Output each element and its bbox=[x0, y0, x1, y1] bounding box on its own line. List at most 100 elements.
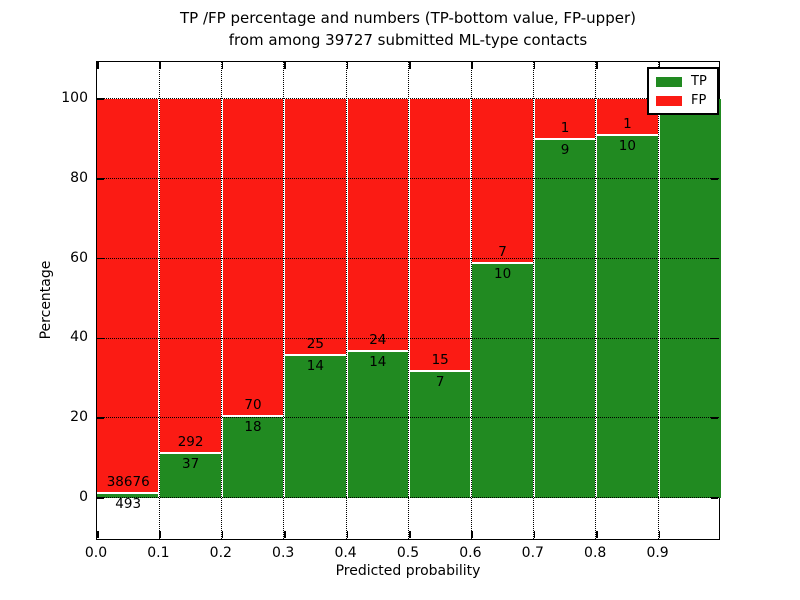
chart-title-line1: TP /FP percentage and numbers (TP-bottom… bbox=[180, 9, 636, 27]
y-tick-label-100: 100 bbox=[61, 90, 88, 106]
bar-tp-0.8-0.9 bbox=[596, 135, 659, 498]
x-tickmark-top bbox=[533, 62, 536, 69]
x-tickmark-top bbox=[409, 62, 411, 69]
tp-count-label-0.1-0.2: 37 bbox=[181, 456, 200, 473]
bar-fp-0.5-0.6 bbox=[409, 99, 472, 372]
x-tickmark-top bbox=[221, 62, 224, 69]
legend: TP FP bbox=[647, 67, 719, 115]
tp-count-label-0.4-0.5: 14 bbox=[369, 354, 387, 370]
tp-count-label-0.7-0.8: 9 bbox=[560, 141, 570, 158]
legend-label-fp: FP bbox=[691, 93, 707, 108]
x-axis-label: Predicted probability bbox=[335, 563, 481, 579]
x-tickmark bbox=[159, 530, 161, 538]
legend-label-tp: TP bbox=[691, 74, 707, 89]
x-tickmark bbox=[221, 530, 224, 538]
bar-edge-0.3-0.4 bbox=[284, 353, 347, 356]
x-tickmark bbox=[284, 530, 286, 538]
bar-edge-0.5-0.6 bbox=[409, 370, 472, 373]
bar-tp-0.2-0.3 bbox=[221, 416, 285, 498]
x-tickmark bbox=[471, 530, 473, 538]
bar-tp-0.9-1.0 bbox=[658, 99, 721, 498]
y-tickmark bbox=[97, 497, 104, 499]
y-tickmark bbox=[97, 417, 104, 419]
y-tickmark-right bbox=[710, 497, 718, 499]
x-tick-label-0.2: 0.2 bbox=[209, 545, 232, 561]
bar-tp-0.5-0.6 bbox=[409, 371, 472, 498]
x-tickmark bbox=[533, 530, 536, 538]
v-gridline bbox=[533, 62, 534, 539]
h-gridline-40 bbox=[97, 337, 719, 339]
fp-count-label-0.8-0.9: 1 bbox=[623, 116, 632, 133]
x-tickmark bbox=[346, 530, 349, 538]
legend-swatch-fp bbox=[656, 95, 682, 106]
fp-count-label-0.7-0.8: 1 bbox=[560, 119, 570, 136]
h-gridline-100 bbox=[97, 98, 719, 100]
fp-count-label-0.4-0.5: 24 bbox=[369, 332, 387, 348]
bar-tp-0.7-0.8 bbox=[533, 138, 597, 498]
tp-count-label-0.6-0.7: 10 bbox=[493, 266, 512, 283]
bar-tp-0.4-0.5 bbox=[346, 351, 409, 498]
tp-count-label-0.5-0.6: 7 bbox=[435, 374, 445, 391]
bar-fp-0.3-0.4 bbox=[284, 99, 347, 355]
x-tickmark bbox=[409, 530, 411, 538]
v-gridline bbox=[408, 62, 410, 539]
bar-tp-0.0-0.1 bbox=[97, 492, 160, 498]
y-tick-label-0: 0 bbox=[79, 489, 88, 505]
bar-edge-0.1-0.2 bbox=[159, 452, 222, 455]
v-gridline bbox=[470, 62, 472, 539]
x-tick-label-0.0: 0.0 bbox=[84, 545, 108, 561]
tp-count-label-0.3-0.4: 14 bbox=[306, 357, 324, 374]
y-tickmark-right bbox=[710, 337, 718, 340]
tp-count-label-0.0-0.1: 493 bbox=[115, 495, 142, 512]
bar-edge-0.4-0.5 bbox=[346, 350, 409, 352]
fp-count-label-0.3-0.4: 25 bbox=[306, 335, 324, 352]
v-gridline bbox=[657, 62, 659, 539]
x-tickmark-top bbox=[471, 62, 473, 69]
bar-fp-0.2-0.3 bbox=[221, 99, 285, 417]
bar-tp-0.6-0.7 bbox=[471, 263, 534, 498]
bar-fp-0.4-0.5 bbox=[346, 99, 409, 351]
y-tickmark bbox=[97, 98, 104, 100]
x-tick-label-0.7: 0.7 bbox=[521, 545, 544, 561]
x-tick-label-0.5: 0.5 bbox=[396, 545, 420, 561]
bar-edge-0.0-0.1 bbox=[97, 491, 160, 494]
y-tickmark bbox=[97, 178, 104, 180]
x-tickmark-top bbox=[97, 62, 99, 69]
legend-swatch-tp bbox=[656, 76, 682, 87]
plot-area: TP FP 38676 493 292 37 70 18 25 14 24 14 15 7 7 10 1 9 1 1… bbox=[96, 61, 721, 540]
h-gridline-60 bbox=[97, 257, 719, 259]
x-tickmark-top bbox=[658, 62, 661, 69]
legend-item-fp: FP bbox=[649, 91, 717, 110]
fp-count-label-0.6-0.7: 7 bbox=[498, 244, 507, 261]
bar-edge-0.6-0.7 bbox=[471, 262, 534, 265]
x-tick-label-0.3: 0.3 bbox=[272, 545, 295, 561]
bar-fp-0.6-0.7 bbox=[471, 99, 534, 264]
tp-count-label-0.2-0.3: 18 bbox=[244, 419, 262, 436]
y-tickmark bbox=[97, 337, 104, 340]
fp-count-label-0.1-0.2: 292 bbox=[177, 434, 204, 451]
legend-item-tp: TP bbox=[649, 72, 717, 91]
y-tickmark-right bbox=[710, 178, 718, 180]
bar-fp-0.7-0.8 bbox=[533, 99, 597, 139]
y-tickmark-right bbox=[710, 417, 718, 419]
v-gridline bbox=[158, 62, 160, 539]
x-tickmark-top bbox=[159, 62, 161, 69]
tp-count-label-0.8-0.9: 10 bbox=[618, 138, 636, 155]
x-tickmark bbox=[596, 530, 598, 538]
y-tick-label-20: 20 bbox=[70, 409, 88, 426]
y-tick-label-40: 40 bbox=[70, 329, 88, 346]
x-tick-label-0.6: 0.6 bbox=[459, 545, 482, 561]
y-tick-label-60: 60 bbox=[70, 249, 88, 266]
fp-count-label-0.5-0.6: 15 bbox=[431, 352, 449, 369]
bar-edge-0.7-0.8 bbox=[533, 137, 597, 140]
v-gridline bbox=[283, 62, 285, 539]
x-tickmark-top bbox=[284, 62, 286, 69]
x-tick-label-0.4: 0.4 bbox=[334, 545, 357, 561]
y-tickmark bbox=[97, 257, 104, 260]
x-tick-label-0.8: 0.8 bbox=[584, 545, 607, 561]
v-gridline bbox=[595, 62, 597, 539]
x-tick-label-0.9: 0.9 bbox=[646, 545, 669, 561]
x-tickmark bbox=[97, 530, 99, 538]
x-tickmark bbox=[658, 530, 661, 538]
bar-fp-0.0-0.1 bbox=[97, 99, 160, 493]
